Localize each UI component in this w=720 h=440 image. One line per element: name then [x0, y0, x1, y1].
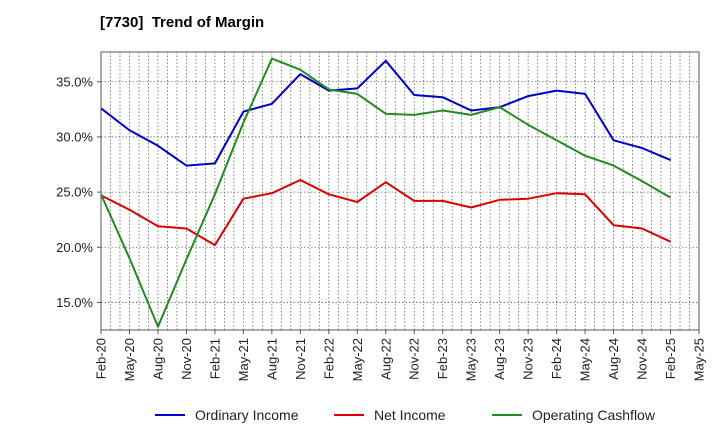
- series-lines: [100, 57, 672, 328]
- series-line-net-income: [100, 179, 671, 247]
- y-tick-label: 35.0%: [56, 74, 93, 89]
- x-tick-label: May-21: [236, 338, 251, 381]
- x-tick-label: Feb-24: [549, 338, 564, 379]
- plot-frame: [100, 51, 700, 331]
- x-tick-label: Nov-20: [179, 338, 194, 380]
- y-tick-label: 20.0%: [56, 240, 93, 255]
- x-tick-label: Nov-24: [635, 338, 650, 380]
- x-tick-label: Aug-20: [150, 338, 165, 380]
- x-tick-label: Nov-21: [293, 338, 308, 380]
- legend-label: Ordinary Income: [195, 407, 299, 423]
- x-tick-label: Aug-22: [378, 338, 393, 380]
- x-tick-label: May-22: [350, 338, 365, 381]
- x-axis-ticks: Feb-20 May-20 Aug-20 Nov-20 Feb-21 May-21 Aug-…: [94, 330, 707, 381]
- x-tick-label: May-25: [692, 338, 707, 381]
- y-axis-ticks: 15.0% 20.0% 25.0% 30.0% 35.0%: [56, 74, 101, 310]
- x-tick-label: Aug-21: [264, 338, 279, 380]
- y-tick-label: 15.0%: [56, 295, 93, 310]
- x-tick-label: Feb-23: [435, 338, 450, 379]
- y-tick-label: 25.0%: [56, 185, 93, 200]
- legend-label: Net Income: [374, 407, 446, 423]
- series-line-ordinary-income: [100, 59, 671, 167]
- x-tick-label: May-24: [578, 338, 593, 381]
- x-tick-label: Aug-23: [492, 338, 507, 380]
- x-tick-label: Nov-23: [521, 338, 536, 380]
- x-tick-label: Feb-21: [207, 338, 222, 379]
- x-tick-label: Feb-22: [321, 338, 336, 379]
- grid-lines: [100, 52, 700, 330]
- chart-title: [7730] Trend of Margin: [100, 14, 265, 31]
- y-tick-label: 30.0%: [56, 129, 93, 144]
- x-tick-label: Feb-20: [94, 338, 109, 379]
- x-tick-label: Feb-25: [663, 338, 678, 379]
- legend: Ordinary Income Net Income Operating Cashf…: [155, 407, 656, 423]
- legend-label: Operating Cashflow: [532, 407, 656, 423]
- x-tick-label: May-23: [464, 338, 479, 381]
- x-tick-label: Aug-24: [606, 338, 621, 380]
- series-line-operating-cashflow: [100, 57, 672, 328]
- x-tick-label: Nov-22: [407, 338, 422, 380]
- x-tick-label: May-20: [122, 338, 137, 381]
